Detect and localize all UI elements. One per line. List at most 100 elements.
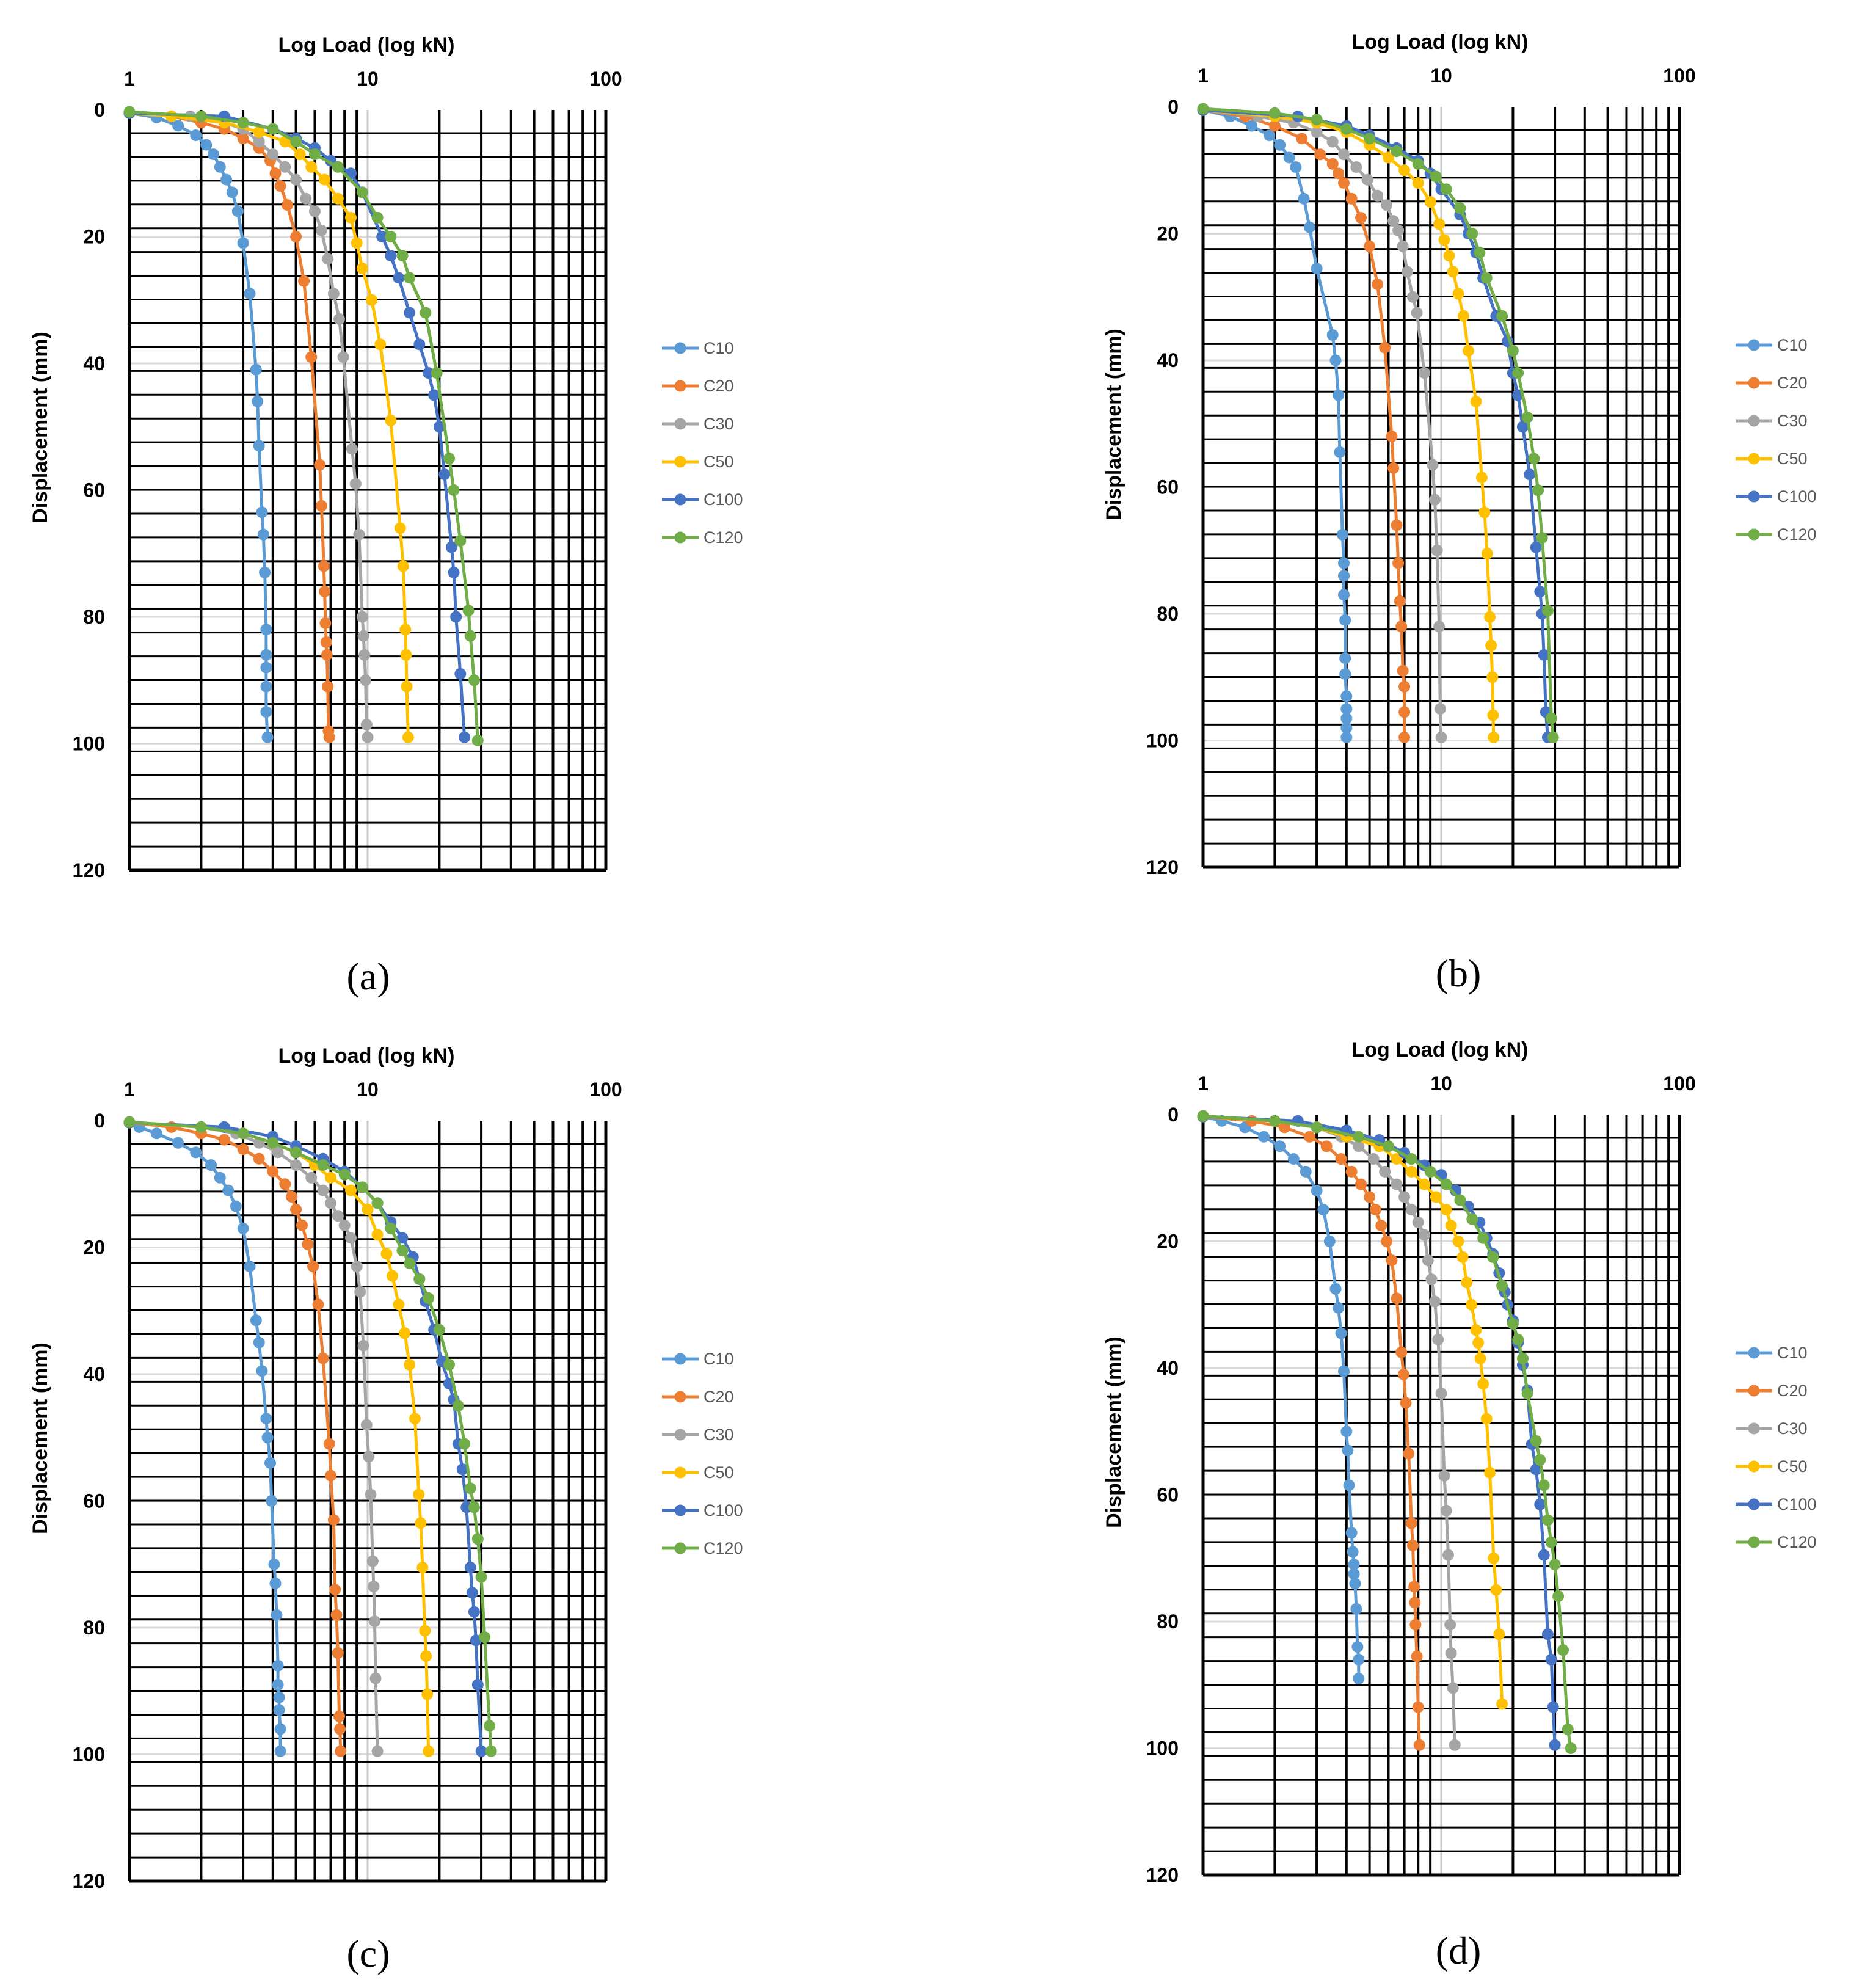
data-point — [1466, 1213, 1478, 1225]
data-point — [195, 1121, 207, 1133]
data-point — [335, 1745, 347, 1757]
data-point — [220, 173, 233, 186]
data-point — [416, 1561, 429, 1573]
data-point — [309, 148, 321, 161]
data-point — [397, 560, 409, 572]
data-point — [1493, 1628, 1505, 1640]
data-point — [279, 1178, 291, 1190]
data-point — [1412, 177, 1424, 189]
data-point — [334, 1723, 346, 1735]
data-point — [1268, 107, 1281, 119]
data-point — [315, 500, 327, 512]
data-point — [1538, 649, 1550, 661]
series-line — [1202, 107, 1555, 738]
data-point — [1348, 1559, 1360, 1571]
data-point — [1405, 1517, 1417, 1529]
data-point — [1338, 1365, 1350, 1377]
data-point — [413, 338, 426, 351]
data-point — [353, 528, 365, 541]
y-tick-label: 60 — [1157, 1484, 1179, 1506]
data-point — [1447, 1682, 1459, 1694]
data-point — [305, 1171, 318, 1184]
data-point — [1429, 1295, 1441, 1308]
legend-label: C100 — [704, 1501, 743, 1520]
data-point — [1268, 120, 1281, 132]
data-point — [290, 1159, 302, 1171]
data-point — [1431, 544, 1443, 556]
legend-swatch-marker — [674, 456, 686, 468]
data-point — [358, 649, 371, 661]
x-tick-label: 100 — [1663, 65, 1695, 87]
data-point — [195, 110, 207, 122]
data-point — [345, 1232, 357, 1244]
data-point — [322, 253, 334, 265]
data-point — [1440, 1204, 1452, 1216]
data-point — [1329, 1283, 1342, 1295]
x-tick-label: 10 — [357, 1079, 379, 1101]
data-point — [1478, 506, 1491, 519]
data-point — [450, 611, 462, 623]
data-point — [1484, 1466, 1496, 1479]
data-point — [1424, 196, 1436, 208]
data-point — [1438, 1469, 1450, 1482]
x-axis-title: Log Load (log kN) — [278, 34, 455, 57]
data-point — [267, 1137, 279, 1149]
data-point — [396, 1245, 409, 1257]
data-point — [332, 1647, 344, 1659]
data-point — [1339, 614, 1351, 626]
data-point — [1434, 703, 1446, 715]
data-point — [1549, 1559, 1561, 1571]
data-point — [475, 1745, 487, 1757]
data-point — [404, 307, 416, 319]
data-point — [305, 351, 318, 363]
data-point — [393, 1298, 405, 1311]
data-point — [1425, 1273, 1438, 1286]
data-point — [1409, 1618, 1422, 1631]
data-point — [360, 1419, 373, 1431]
data-point — [1391, 145, 1403, 158]
data-point — [1338, 148, 1350, 161]
data-point — [1512, 1333, 1524, 1345]
data-point — [244, 1261, 256, 1273]
data-point — [200, 139, 213, 151]
data-point — [368, 1581, 380, 1593]
data-point — [1462, 344, 1474, 357]
data-point — [1372, 279, 1384, 290]
data-point — [1530, 1435, 1542, 1447]
y-tick-label: 40 — [1157, 349, 1179, 371]
data-point — [1317, 1204, 1329, 1216]
data-point — [1311, 126, 1323, 138]
data-point — [1345, 1165, 1358, 1178]
data-point — [454, 668, 467, 680]
data-point — [1355, 212, 1367, 224]
legend-label: C120 — [704, 528, 743, 547]
data-point — [1383, 151, 1394, 164]
data-point — [317, 1184, 329, 1196]
data-point — [357, 1339, 369, 1352]
series-c30 — [1197, 1110, 1461, 1751]
series-c120 — [123, 1116, 497, 1757]
data-point — [431, 367, 443, 379]
x-tick-label: 10 — [1430, 1072, 1452, 1094]
y-tick-label: 100 — [73, 1744, 105, 1766]
data-point — [305, 161, 318, 173]
data-point — [413, 1488, 425, 1501]
legend-label: C20 — [1777, 1382, 1808, 1400]
data-point — [279, 161, 291, 173]
data-point — [1517, 1352, 1529, 1364]
data-point — [1433, 218, 1446, 230]
legend-label: C10 — [704, 339, 734, 357]
y-tick-label: 80 — [83, 1617, 105, 1639]
data-point — [1274, 1140, 1286, 1152]
data-point — [448, 566, 460, 578]
x-tick-label: 1 — [1198, 1072, 1209, 1094]
data-point — [337, 351, 349, 363]
y-tick-label: 60 — [83, 1490, 105, 1512]
data-point — [423, 1292, 435, 1304]
data-point — [351, 1261, 363, 1273]
data-point — [286, 1191, 298, 1203]
legend-label: C120 — [1777, 525, 1817, 544]
data-point — [1438, 234, 1450, 246]
chart-panel-d: Log Load (log kN) Displacement (mm) 1 10 100… — [1102, 1038, 1817, 1972]
data-point — [319, 617, 332, 629]
